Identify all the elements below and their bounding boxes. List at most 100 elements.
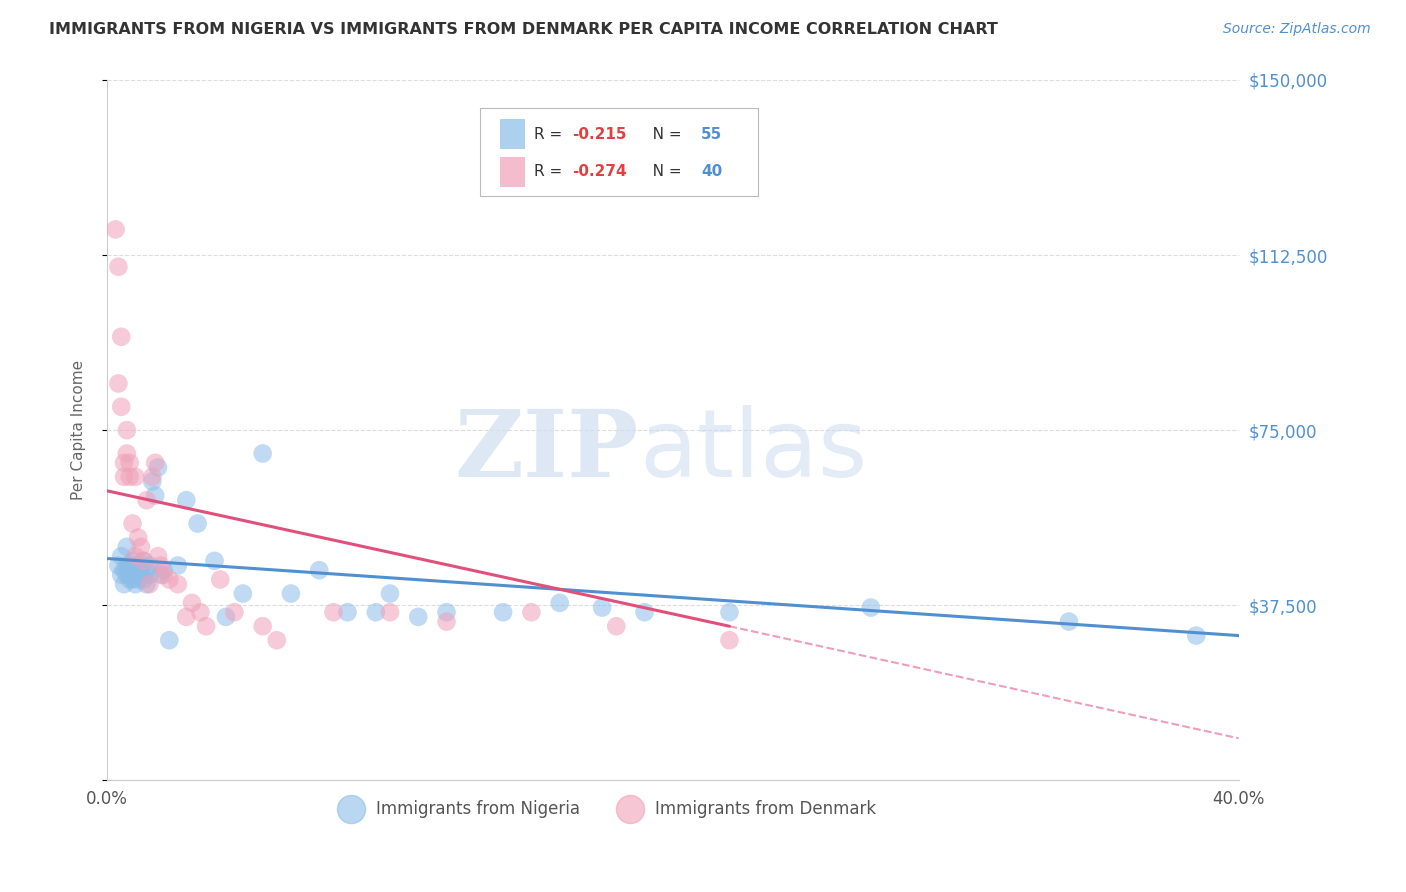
Point — [492, 605, 515, 619]
Point — [143, 456, 166, 470]
Point — [280, 586, 302, 600]
Point — [378, 586, 401, 600]
Text: atlas: atlas — [638, 405, 868, 497]
Point — [149, 558, 172, 573]
Point — [110, 330, 132, 344]
Point — [152, 567, 174, 582]
Point — [141, 470, 163, 484]
Point — [129, 540, 152, 554]
Point — [121, 573, 143, 587]
Text: N =: N = — [638, 127, 686, 142]
Point — [138, 577, 160, 591]
Point — [224, 605, 246, 619]
Point — [633, 605, 655, 619]
Point — [190, 605, 212, 619]
Text: -0.274: -0.274 — [572, 164, 627, 179]
Text: IMMIGRANTS FROM NIGERIA VS IMMIGRANTS FROM DENMARK PER CAPITA INCOME CORRELATION: IMMIGRANTS FROM NIGERIA VS IMMIGRANTS FR… — [49, 22, 998, 37]
Point — [121, 563, 143, 577]
Point — [166, 577, 188, 591]
Point — [591, 600, 613, 615]
Point — [118, 567, 141, 582]
Point — [132, 554, 155, 568]
Point — [1185, 629, 1208, 643]
Point — [118, 456, 141, 470]
Point — [110, 400, 132, 414]
Point — [436, 605, 458, 619]
Point — [215, 610, 238, 624]
Point — [718, 605, 741, 619]
Text: R =: R = — [534, 127, 567, 142]
Point — [107, 558, 129, 573]
Point — [118, 573, 141, 587]
Point — [132, 554, 155, 568]
Point — [107, 260, 129, 274]
Point — [121, 516, 143, 531]
Text: N =: N = — [638, 164, 686, 179]
Point — [252, 446, 274, 460]
Point — [115, 540, 138, 554]
Point — [112, 456, 135, 470]
Text: 55: 55 — [702, 127, 723, 142]
Point — [107, 376, 129, 391]
Point — [149, 567, 172, 582]
Point — [364, 605, 387, 619]
Text: R =: R = — [534, 164, 567, 179]
Point — [121, 554, 143, 568]
Point — [605, 619, 627, 633]
Point — [138, 567, 160, 582]
Point — [112, 577, 135, 591]
Point — [124, 567, 146, 582]
Point — [127, 563, 149, 577]
Point — [252, 619, 274, 633]
Point — [436, 615, 458, 629]
Point — [127, 531, 149, 545]
Point — [152, 563, 174, 577]
Point — [112, 563, 135, 577]
Point — [1057, 615, 1080, 629]
Point — [110, 549, 132, 564]
Point — [195, 619, 218, 633]
Point — [143, 488, 166, 502]
Point — [204, 554, 226, 568]
Point — [124, 549, 146, 564]
Point — [406, 610, 429, 624]
Point — [129, 558, 152, 573]
Point — [520, 605, 543, 619]
Point — [115, 446, 138, 460]
Point — [232, 586, 254, 600]
Point — [181, 596, 204, 610]
Point — [157, 633, 180, 648]
Point — [718, 633, 741, 648]
Point — [209, 573, 232, 587]
Text: -0.215: -0.215 — [572, 127, 627, 142]
FancyBboxPatch shape — [499, 120, 524, 149]
Point — [110, 567, 132, 582]
Point — [266, 633, 288, 648]
Point — [141, 475, 163, 489]
Point — [124, 470, 146, 484]
Point — [132, 573, 155, 587]
Point — [146, 549, 169, 564]
Point — [859, 600, 882, 615]
Point — [115, 558, 138, 573]
FancyBboxPatch shape — [499, 157, 524, 186]
Point — [115, 567, 138, 582]
Text: ZIP: ZIP — [454, 406, 638, 496]
Point — [115, 423, 138, 437]
Point — [146, 460, 169, 475]
Point — [308, 563, 330, 577]
Point — [135, 563, 157, 577]
Point — [322, 605, 344, 619]
Point — [138, 558, 160, 573]
Point — [135, 493, 157, 508]
Text: 40: 40 — [702, 164, 723, 179]
Point — [129, 567, 152, 582]
Point — [124, 558, 146, 573]
FancyBboxPatch shape — [481, 108, 758, 195]
Point — [127, 573, 149, 587]
Point — [124, 577, 146, 591]
Legend: Immigrants from Nigeria, Immigrants from Denmark: Immigrants from Nigeria, Immigrants from… — [328, 793, 883, 824]
Point — [166, 558, 188, 573]
Point — [104, 222, 127, 236]
Point — [548, 596, 571, 610]
